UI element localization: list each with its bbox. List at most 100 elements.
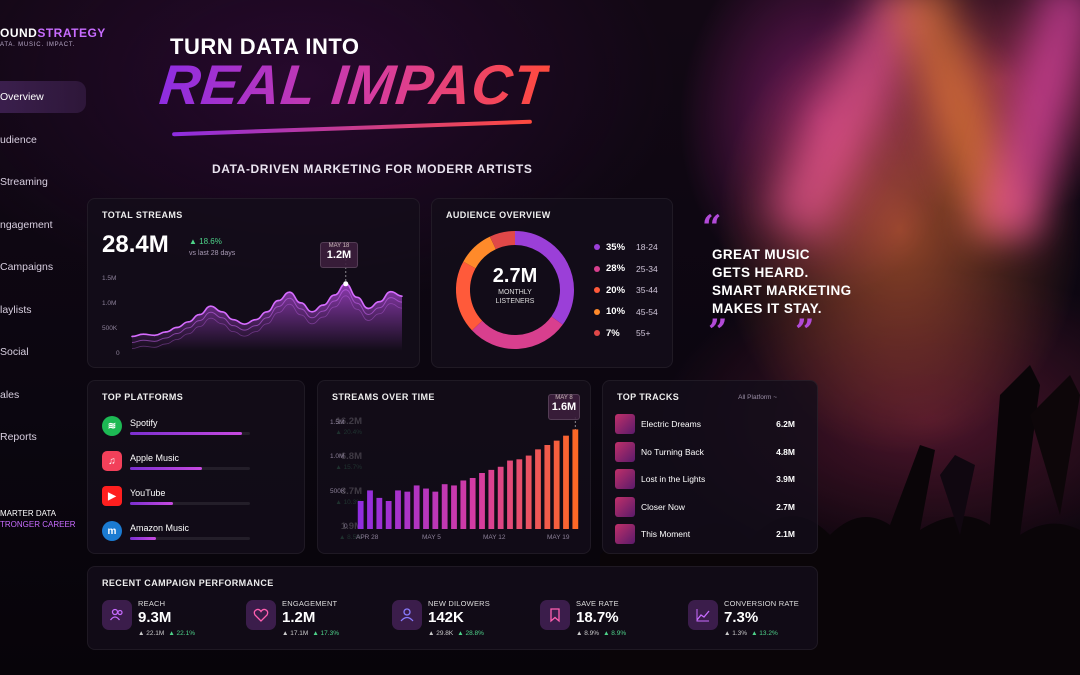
data-point: [164, 331, 167, 333]
trend-icon: [688, 600, 718, 630]
sidebar-item-8[interactable]: Reports: [0, 431, 37, 443]
platform-name: Apple Music: [130, 453, 180, 463]
sidebar-item-5[interactable]: laylists: [0, 303, 32, 316]
apple-music-icon: ♫: [102, 451, 122, 471]
donut-slice-18-24[interactable]: [514, 231, 574, 325]
track-row[interactable]: Closer Now 2.7M: [615, 496, 795, 519]
peak-value: 1.2M: [326, 249, 352, 261]
bar[interactable]: [535, 449, 541, 529]
platform-name: YouTube: [130, 488, 166, 498]
data-point: [243, 323, 246, 325]
sidebar-item-3[interactable]: ngagement: [0, 218, 53, 231]
bar[interactable]: [441, 484, 448, 529]
data-point: [187, 321, 190, 323]
users-icon: [102, 600, 132, 630]
bar[interactable]: [451, 485, 457, 529]
bar[interactable]: [507, 460, 513, 529]
kpi-label: SAVE RATE: [576, 599, 619, 608]
track-name: Lost in the Lights: [641, 474, 706, 484]
bar[interactable]: [413, 485, 420, 529]
donut-slice-25-34[interactable]: [471, 316, 563, 349]
track-row[interactable]: Lost in the Lights 3.9M: [615, 469, 795, 491]
age-group-row: 35% 18-24: [594, 240, 658, 254]
audience-donut-chart[interactable]: [452, 227, 578, 353]
track-cover-image: [615, 496, 635, 517]
card-title: TOP PLATFORMS: [102, 392, 184, 402]
platform-share-track: [130, 467, 250, 470]
kpi-save-rate[interactable]: SAVE RATE 18.7% ▲ 8.9% ▲ 8.9%: [540, 597, 680, 643]
sidebar-item-0[interactable]: Overview: [0, 81, 86, 113]
kpi-conversion-rate[interactable]: CONVERSION RATE 7.3% ▲ 1.3% ▲ 13.2%: [688, 597, 828, 643]
kpi-value: 9.3M: [138, 609, 172, 626]
data-point: [221, 311, 223, 313]
bar[interactable]: [460, 480, 467, 529]
bar[interactable]: [479, 473, 485, 529]
top-tracks-card[interactable]: TOP TRACKS All Platform ~ Electric Dream…: [602, 380, 818, 554]
bar[interactable]: [553, 440, 560, 529]
kpi-new-dilowers[interactable]: NEW DILOWERS 142K ▲ 29.8K ▲ 28.8%: [392, 597, 532, 643]
bar[interactable]: [488, 469, 495, 529]
bar[interactable]: [367, 490, 373, 529]
peak-tooltip: MAY 8 1.6M: [548, 394, 580, 420]
track-row[interactable]: Electric Dreams 6.2M: [615, 414, 795, 436]
sidebar-item-1[interactable]: udience: [0, 133, 37, 146]
age-pct: 28%: [606, 263, 626, 274]
kpi-change-a: ▲ 17.1M: [282, 630, 309, 637]
sidebar-item-6[interactable]: Social: [0, 346, 29, 358]
donut-slice-45-54[interactable]: [463, 236, 497, 269]
top-platforms-card[interactable]: TOP PLATFORMS ≋Spotify16.2M▲ 20.4%♫Apple…: [87, 380, 362, 554]
kpi-change-b: ▲ 22.1%: [168, 630, 195, 637]
data-point: [277, 299, 280, 302]
bar[interactable]: [516, 459, 523, 529]
kpi-engagement[interactable]: ENGAGEMENT 1.2M ▲ 17.1M ▲ 17.3%: [246, 597, 386, 643]
kpi-change-b: ▲ 28.8%: [457, 630, 484, 637]
data-point: [299, 302, 302, 304]
bar[interactable]: [385, 501, 392, 529]
bar[interactable]: [469, 477, 476, 529]
sidebar-item-4[interactable]: Campaigns: [0, 261, 54, 273]
kpi-label: ENGAGEMENT: [282, 599, 338, 608]
track-cover-image: [615, 524, 635, 544]
y-tick: 0: [116, 350, 120, 357]
age-range: 55+: [636, 328, 651, 338]
kpi-reach[interactable]: REACH 9.3M ▲ 22.1M ▲ 22.1%: [102, 597, 242, 643]
total-streams-card[interactable]: TOTAL STREAMS 28.4M ▲ 18.6% vs last 28 d…: [87, 198, 420, 368]
campaign-performance-card[interactable]: RECENT CAMPAIGN PERFORMANCE REACH 9.3M ▲ 2…: [87, 566, 818, 650]
bar[interactable]: [395, 490, 401, 529]
streams-over-time-card[interactable]: STREAMS OVER TIME 1.5M 1.0M 500K 0 APR 2…: [317, 380, 591, 554]
audience-overview-card[interactable]: AUDIENCE OVERVIEW 2.7M MONTHLY LISTENERS…: [431, 198, 673, 368]
donut-slice-35-44[interactable]: [456, 261, 483, 331]
bar[interactable]: [572, 429, 579, 529]
age-pct: 10%: [606, 306, 626, 317]
age-range: 18-24: [636, 242, 658, 252]
bar[interactable]: [497, 466, 504, 529]
bar[interactable]: [563, 435, 569, 529]
y-tick: 500K: [102, 325, 118, 332]
bar[interactable]: [357, 501, 364, 529]
streams-bar-chart[interactable]: [356, 417, 580, 529]
peak-value: 1.6M: [551, 401, 577, 413]
donut-slice-55+[interactable]: [489, 231, 516, 250]
kpi-value: 18.7%: [576, 609, 619, 626]
bar[interactable]: [525, 455, 532, 529]
platform-filter-dropdown[interactable]: All Platform ~: [738, 394, 777, 401]
data-point: [389, 290, 392, 293]
bar[interactable]: [432, 491, 439, 529]
track-cover-image: [615, 469, 635, 489]
kpi-value: 1.2M: [282, 609, 316, 626]
kpi-change-b: ▲ 8.9%: [603, 630, 627, 637]
bar[interactable]: [423, 488, 429, 529]
track-row[interactable]: No Turning Back 4.8M: [615, 441, 795, 464]
legend-dot: [594, 330, 600, 336]
track-row[interactable]: This Moment 2.1M: [615, 524, 795, 546]
series-line-echo: [131, 295, 403, 349]
bar[interactable]: [544, 445, 551, 529]
sidebar-item-2[interactable]: Streaming: [0, 176, 48, 188]
kpi-label: REACH: [138, 599, 166, 608]
bar[interactable]: [404, 491, 411, 529]
total-streams-chart[interactable]: [128, 259, 406, 359]
legend-dot: [594, 265, 600, 272]
bar[interactable]: [376, 497, 383, 529]
peak-date: MAY 8: [555, 395, 573, 401]
sidebar-item-7[interactable]: ales: [0, 388, 20, 401]
